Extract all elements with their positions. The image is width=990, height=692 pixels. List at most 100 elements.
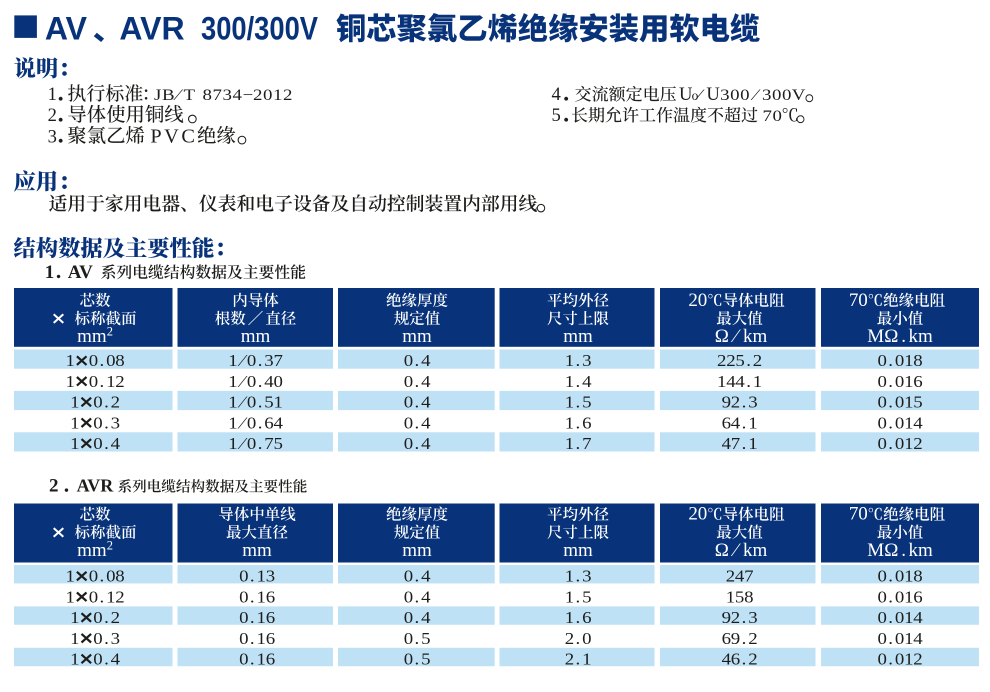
- svg-text:225.2: 225.2: [717, 351, 762, 370]
- svg-text:0.4: 0.4: [404, 372, 431, 391]
- svg-text:AVR: AVR: [77, 476, 115, 496]
- svg-text:5: 5: [552, 105, 561, 126]
- svg-text:20: 20: [688, 504, 707, 525]
- svg-text:⁄: ⁄: [694, 86, 705, 104]
- svg-text:0.16: 0.16: [239, 588, 275, 607]
- svg-text:4: 4: [552, 84, 561, 105]
- svg-text:0.4: 0.4: [404, 588, 431, 607]
- svg-text:Ω: Ω: [715, 326, 729, 347]
- svg-text:km: km: [743, 540, 768, 561]
- svg-text:2.1: 2.1: [565, 650, 592, 669]
- svg-text:mm: mm: [242, 540, 272, 561]
- svg-text:0.5: 0.5: [404, 650, 431, 669]
- svg-text:1⁄0.37: 1⁄0.37: [228, 351, 283, 370]
- svg-text:mm: mm: [77, 326, 107, 347]
- svg-text:144.1: 144.1: [717, 372, 762, 391]
- svg-text:300/300V: 300/300V: [201, 10, 319, 46]
- svg-text:300: 300: [720, 86, 750, 104]
- svg-text:o: o: [692, 88, 699, 103]
- svg-text:1.6: 1.6: [565, 413, 592, 432]
- svg-text:158: 158: [726, 588, 754, 607]
- svg-text:1⁄0.51: 1⁄0.51: [228, 393, 283, 412]
- svg-text:10.2: 10.2: [70, 608, 120, 627]
- svg-text:2: 2: [49, 476, 59, 497]
- svg-text:10.3: 10.3: [70, 629, 120, 648]
- svg-text:10.2: 10.2: [70, 393, 120, 412]
- svg-text:300V: 300V: [762, 86, 806, 104]
- svg-text:2: 2: [107, 538, 113, 552]
- svg-text:1.5: 1.5: [565, 393, 592, 412]
- svg-text:⁄: ⁄: [730, 326, 741, 347]
- svg-text:PVC: PVC: [150, 125, 197, 147]
- svg-text:.: .: [901, 326, 906, 347]
- svg-text:8734−2012: 8734−2012: [203, 86, 293, 104]
- svg-text:70: 70: [763, 107, 783, 125]
- svg-text:10.3: 10.3: [70, 413, 120, 432]
- svg-text:mm: mm: [402, 326, 432, 347]
- svg-text:0.4: 0.4: [404, 567, 431, 586]
- svg-text:AV: AV: [45, 10, 88, 46]
- svg-text:2: 2: [48, 105, 57, 126]
- svg-text:MΩ: MΩ: [867, 326, 898, 347]
- svg-text:0.012: 0.012: [878, 650, 923, 669]
- svg-text:92.3: 92.3: [722, 393, 758, 412]
- svg-text:0.016: 0.016: [878, 372, 923, 391]
- svg-text:1: 1: [45, 262, 55, 283]
- svg-text:0.4: 0.4: [404, 434, 431, 453]
- svg-text:km: km: [909, 540, 934, 561]
- svg-text:mm: mm: [563, 540, 593, 561]
- svg-text:0.4: 0.4: [404, 608, 431, 627]
- svg-text:1.6: 1.6: [565, 608, 592, 627]
- svg-text:U: U: [679, 84, 693, 105]
- svg-text:70: 70: [849, 504, 868, 525]
- svg-text:0.014: 0.014: [878, 608, 923, 627]
- svg-text:3: 3: [48, 126, 57, 147]
- svg-text:10.12: 10.12: [66, 588, 125, 607]
- svg-text:1: 1: [48, 84, 57, 105]
- svg-text:1.4: 1.4: [565, 372, 592, 391]
- svg-text:km: km: [909, 326, 934, 347]
- svg-text:JB⁄T: JB⁄T: [154, 86, 195, 104]
- svg-text:mm: mm: [241, 326, 271, 347]
- svg-text:1.3: 1.3: [565, 351, 592, 370]
- svg-text:mm: mm: [77, 540, 107, 561]
- svg-text:2: 2: [107, 325, 113, 339]
- svg-text:1.5: 1.5: [565, 588, 592, 607]
- svg-text:0.015: 0.015: [878, 393, 923, 412]
- svg-text:1⁄0.64: 1⁄0.64: [228, 413, 283, 432]
- svg-text:10.4: 10.4: [70, 434, 120, 453]
- svg-text:0.014: 0.014: [878, 413, 923, 432]
- svg-text:Ω: Ω: [715, 540, 729, 561]
- svg-text:1⁄0.40: 1⁄0.40: [228, 372, 283, 391]
- svg-text:10.4: 10.4: [70, 650, 120, 669]
- svg-text:0.4: 0.4: [404, 393, 431, 412]
- svg-text:64.1: 64.1: [722, 413, 758, 432]
- svg-text:mm: mm: [563, 326, 593, 347]
- svg-text:km: km: [743, 326, 768, 347]
- svg-text:0.5: 0.5: [404, 629, 431, 648]
- svg-text:0.016: 0.016: [878, 588, 923, 607]
- svg-text:0.16: 0.16: [239, 650, 275, 669]
- svg-text:MΩ: MΩ: [867, 540, 898, 561]
- svg-text:mm: mm: [402, 540, 432, 561]
- svg-text:1.3: 1.3: [565, 567, 592, 586]
- svg-text:⁄: ⁄: [750, 86, 761, 104]
- svg-text:0.012: 0.012: [878, 434, 923, 453]
- svg-text:AV: AV: [68, 262, 93, 283]
- svg-text:⁄: ⁄: [730, 540, 741, 561]
- svg-text:0.014: 0.014: [878, 629, 923, 648]
- svg-text:U: U: [706, 84, 720, 105]
- svg-text:0.16: 0.16: [239, 608, 275, 627]
- svg-text:2.0: 2.0: [565, 629, 592, 648]
- svg-text:70: 70: [849, 290, 868, 311]
- svg-text:0.018: 0.018: [878, 567, 923, 586]
- svg-text:0.16: 0.16: [239, 629, 275, 648]
- svg-text:0.018: 0.018: [878, 351, 923, 370]
- svg-text:0.13: 0.13: [239, 567, 275, 586]
- svg-text:0.4: 0.4: [404, 351, 431, 370]
- svg-text:69.2: 69.2: [722, 629, 758, 648]
- svg-text:10.08: 10.08: [66, 351, 125, 370]
- svg-text:92.3: 92.3: [722, 608, 758, 627]
- svg-text:10.12: 10.12: [66, 372, 125, 391]
- svg-text:247: 247: [726, 567, 754, 586]
